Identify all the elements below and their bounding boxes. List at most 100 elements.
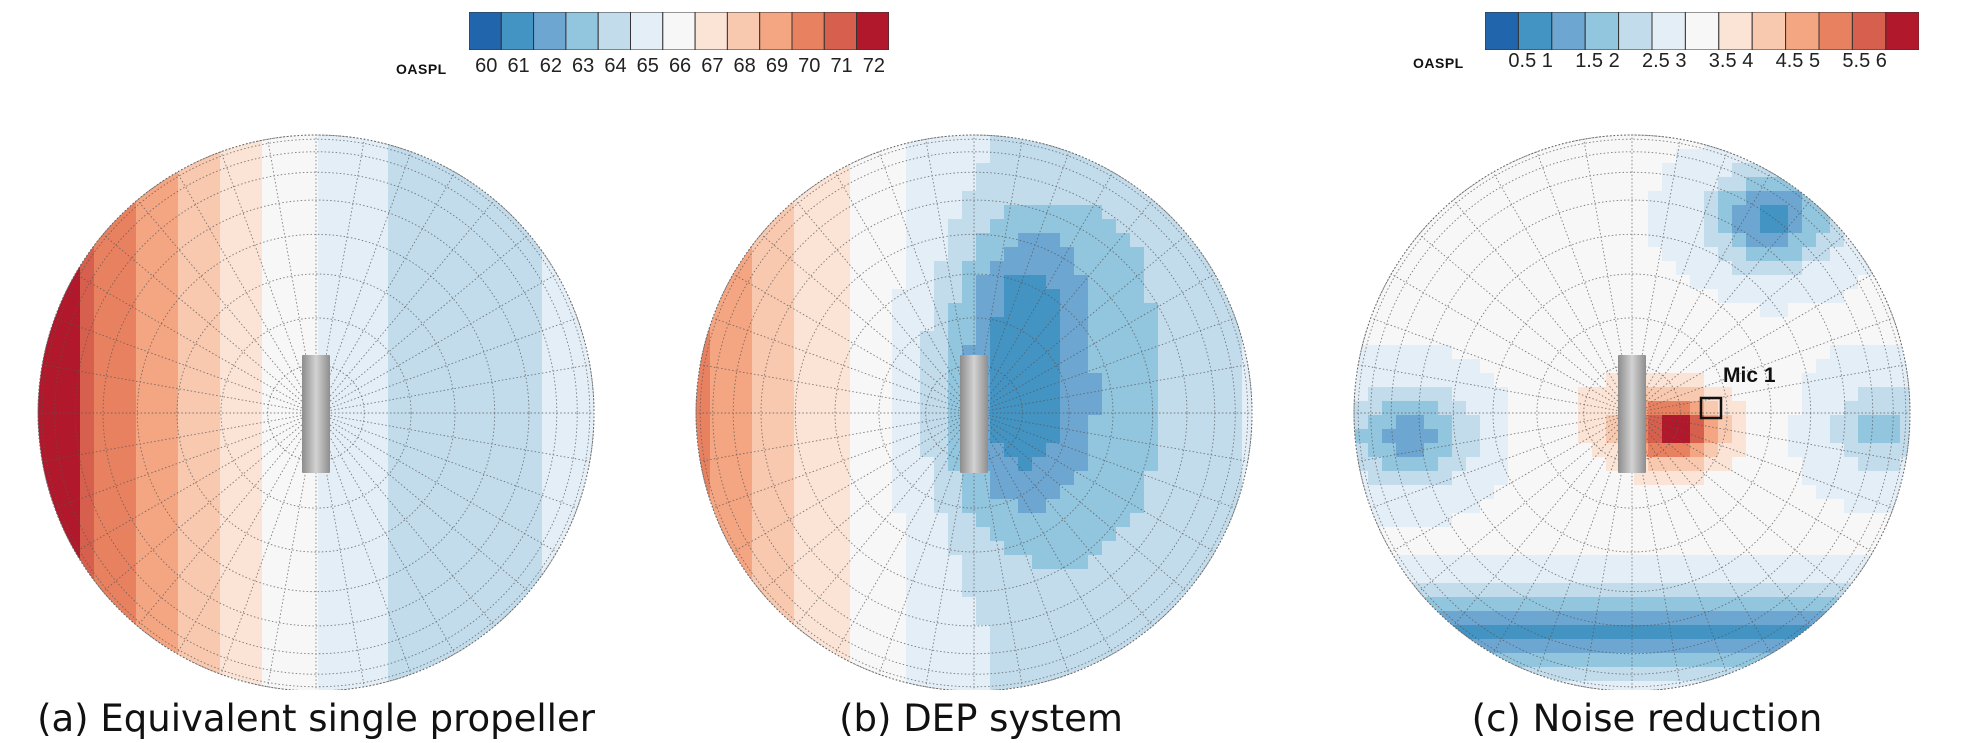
field-cell	[1046, 569, 1061, 584]
field-cell	[1480, 639, 1495, 654]
field-cell	[822, 471, 837, 486]
field-cell	[388, 163, 403, 178]
field-cell	[738, 233, 753, 248]
field-cell	[388, 331, 403, 346]
field-cell	[1788, 345, 1803, 360]
field-cell	[150, 639, 165, 654]
field-cell	[1172, 345, 1187, 360]
field-cell	[1494, 289, 1509, 304]
field-cell	[1550, 135, 1565, 150]
field-cell	[1004, 443, 1019, 458]
field-cell	[920, 681, 935, 690]
field-cell	[1466, 443, 1481, 458]
colorbar-tick-label: 5	[1809, 50, 1821, 72]
field-cell	[1088, 317, 1103, 332]
field-cell	[262, 541, 277, 556]
field-cell	[780, 191, 795, 206]
field-cell	[346, 177, 361, 192]
field-cell	[1452, 499, 1467, 514]
field-cell	[122, 303, 137, 318]
field-cell	[1634, 499, 1649, 514]
field-cell	[780, 443, 795, 458]
field-cell	[1018, 597, 1033, 612]
field-cell	[1844, 541, 1859, 556]
field-cell	[934, 569, 949, 584]
field-cell	[290, 177, 305, 192]
field-cell	[850, 485, 865, 500]
field-cell	[1242, 359, 1252, 374]
field-cell	[1074, 387, 1089, 402]
field-cell	[1844, 401, 1859, 416]
field-cell	[1438, 359, 1453, 374]
field-cell	[1746, 219, 1761, 234]
colorbar-tick-label: 5.5	[1842, 50, 1871, 72]
field-cell	[1186, 485, 1201, 500]
field-cell	[1564, 205, 1579, 220]
field-cell	[164, 513, 179, 528]
field-cell	[990, 457, 1005, 472]
colorbar-tick-label: 64	[604, 55, 627, 77]
field-cell	[752, 219, 767, 234]
field-cell	[150, 415, 165, 430]
field-cell	[1018, 653, 1033, 668]
field-cell	[1382, 457, 1397, 472]
field-cell	[1214, 429, 1229, 444]
field-cell	[1186, 415, 1201, 430]
field-cell	[262, 373, 277, 388]
field-cell	[1508, 667, 1523, 682]
field-cell	[1074, 415, 1089, 430]
field-cell	[164, 597, 179, 612]
field-cell	[1102, 345, 1117, 360]
field-cell	[1424, 569, 1439, 584]
field-cell	[192, 303, 207, 318]
field-cell	[458, 261, 473, 276]
field-cell	[332, 191, 347, 206]
field-cell	[220, 289, 235, 304]
field-cell	[892, 681, 907, 690]
field-cell	[878, 653, 893, 668]
field-cell	[1172, 569, 1187, 584]
field-cell	[962, 135, 977, 150]
grid-ring	[102, 199, 530, 627]
field-cell	[1214, 541, 1229, 556]
field-cell	[1704, 527, 1719, 542]
field-cell	[1802, 359, 1817, 374]
field-cell	[906, 583, 921, 598]
field-cell	[444, 597, 459, 612]
field-cell	[1634, 541, 1649, 556]
field-cell	[1676, 681, 1691, 690]
field-cell	[1522, 471, 1537, 486]
field-cell	[1816, 373, 1831, 388]
field-cell	[332, 499, 347, 514]
field-cell	[248, 513, 263, 528]
field-cell	[822, 611, 837, 626]
field-cell	[1480, 191, 1495, 206]
field-cell	[1382, 471, 1397, 486]
field-cell	[1592, 401, 1607, 416]
field-cell	[1830, 471, 1845, 486]
field-cell	[920, 247, 935, 262]
field-cell	[864, 331, 879, 346]
field-cell	[1088, 457, 1103, 472]
field-cell	[1424, 429, 1439, 444]
field-cell	[80, 541, 95, 556]
field-cell	[822, 639, 837, 654]
field-cell	[1018, 191, 1033, 206]
field-cell	[248, 569, 263, 584]
field-cell	[52, 317, 67, 332]
field-cell	[122, 471, 137, 486]
field-cell	[290, 191, 305, 206]
field-cell	[80, 443, 95, 458]
field-cell	[528, 443, 543, 458]
field-cell	[1424, 443, 1439, 458]
field-cell	[1746, 569, 1761, 584]
field-cell	[1396, 415, 1411, 430]
field-cell	[80, 331, 95, 346]
field-cell	[206, 597, 221, 612]
field-cell	[584, 387, 594, 402]
field-cell	[948, 135, 963, 150]
field-cell	[1004, 247, 1019, 262]
field-cell	[206, 345, 221, 360]
field-cell	[276, 261, 291, 276]
field-cell	[1186, 373, 1201, 388]
